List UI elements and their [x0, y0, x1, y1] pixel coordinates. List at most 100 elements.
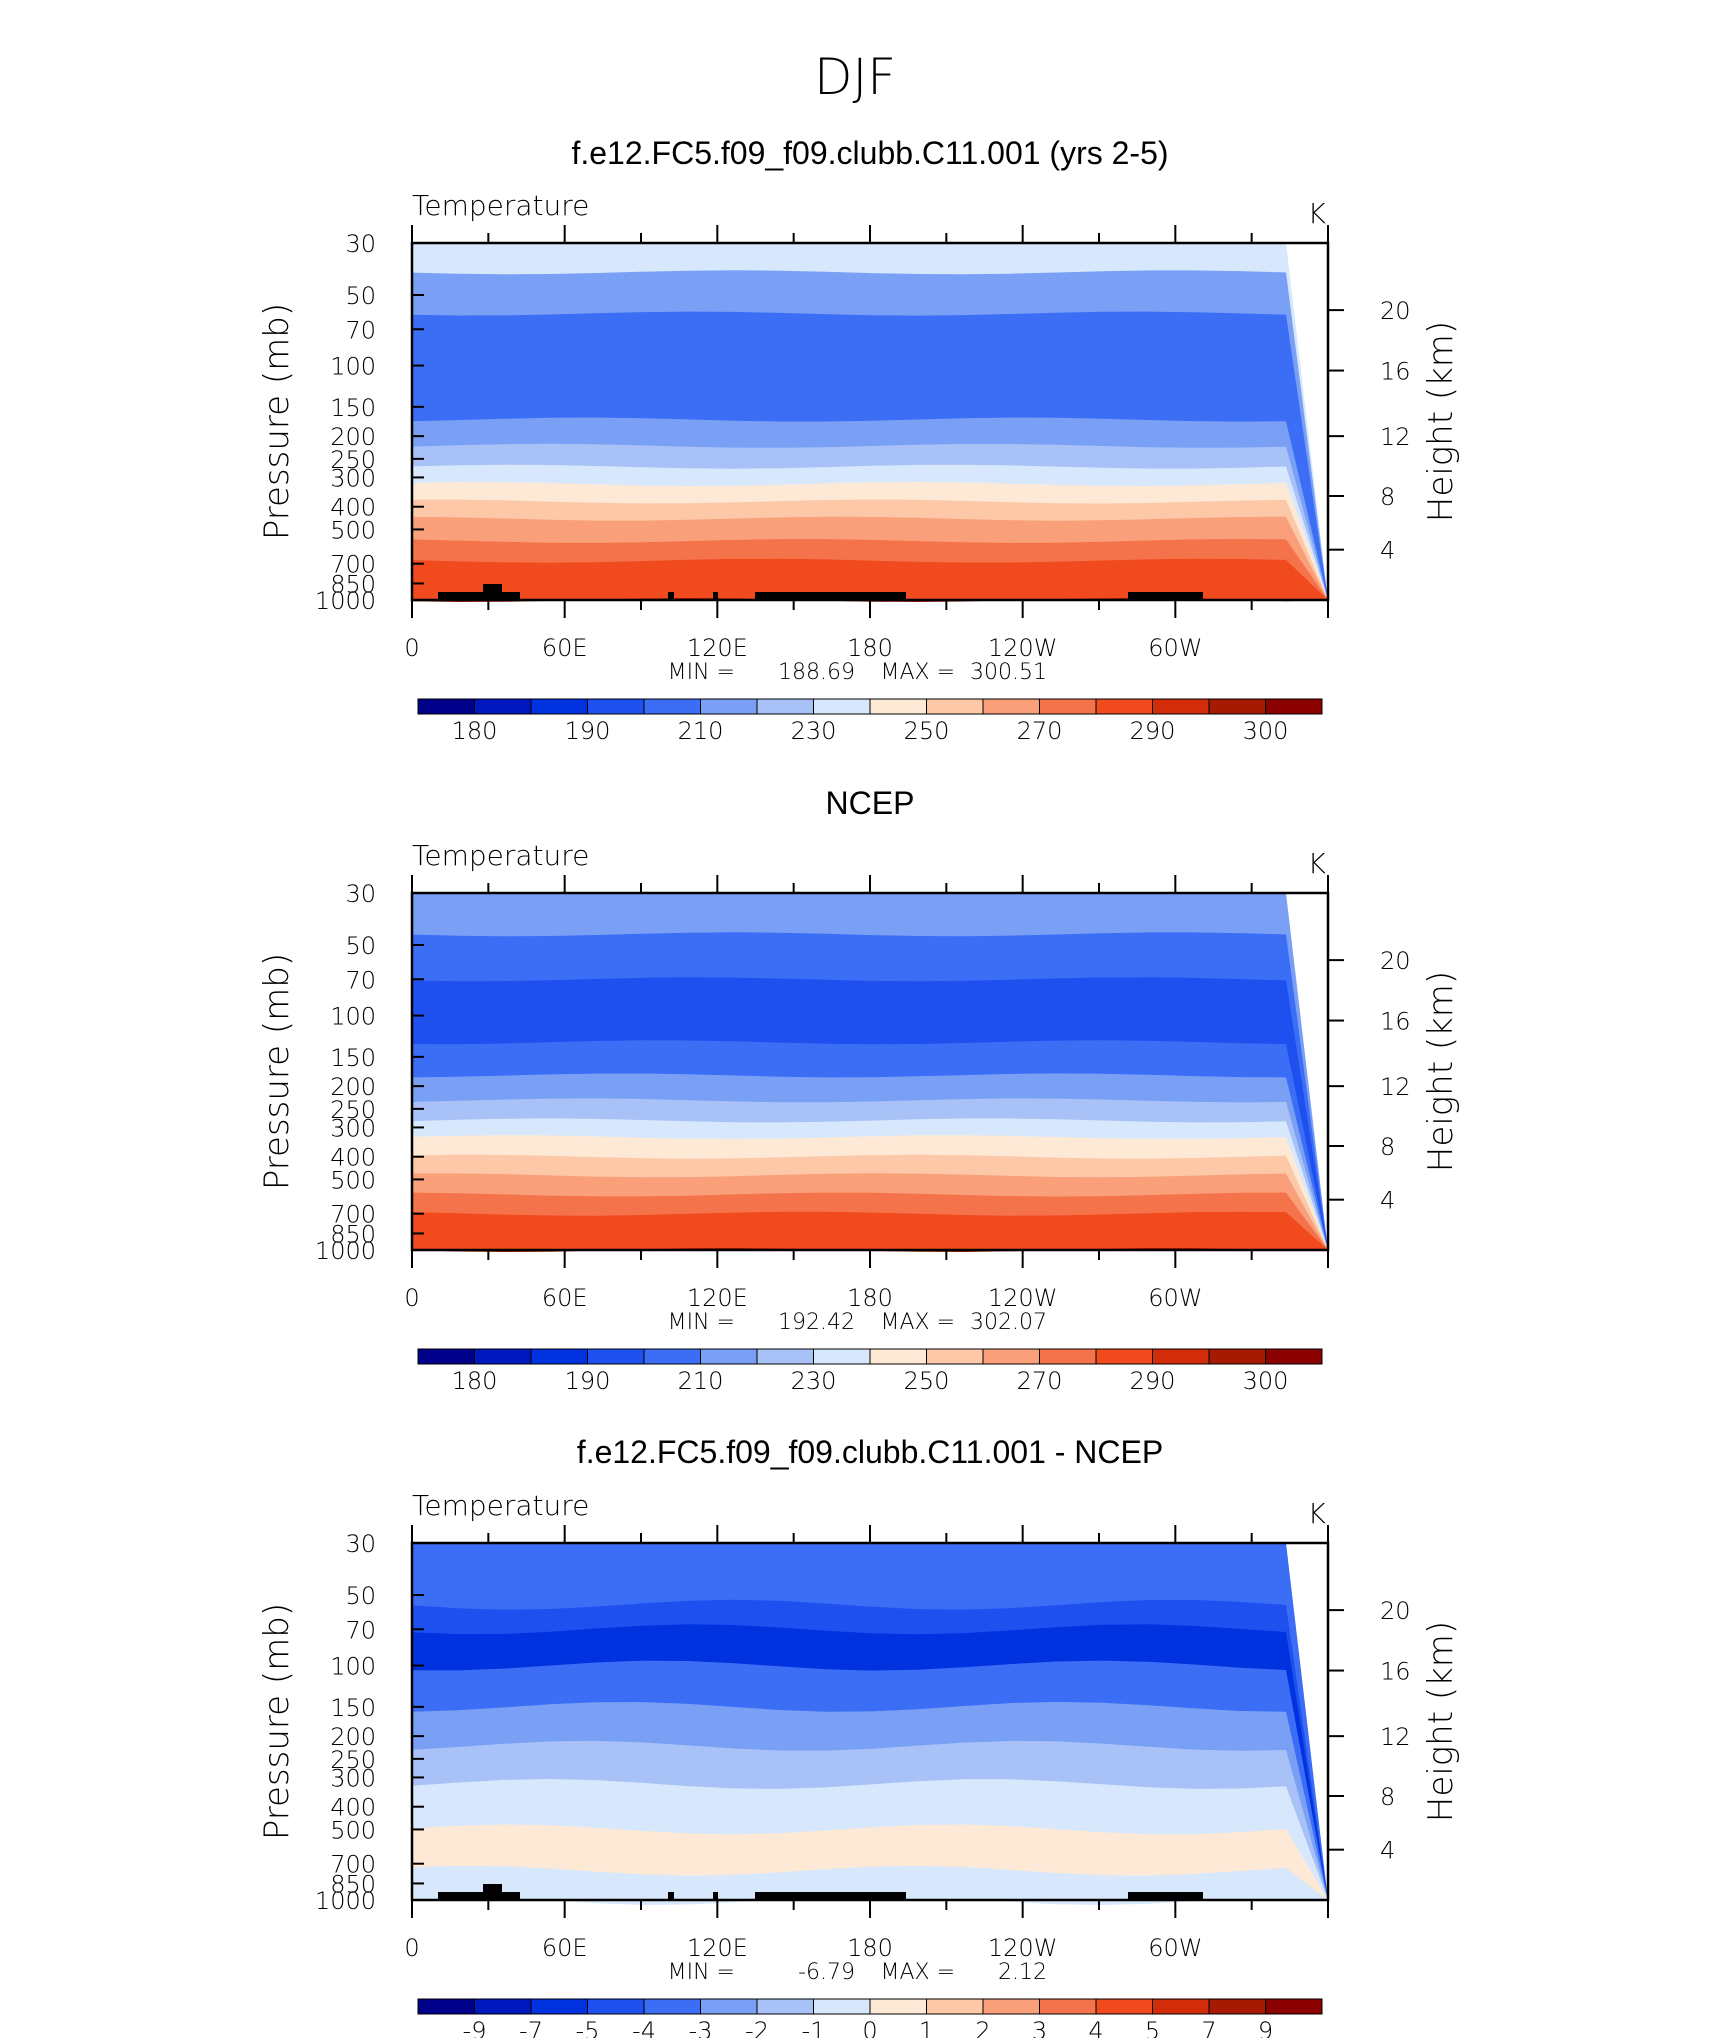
x-tick-label: 180: [847, 1934, 893, 1962]
contour-band: [412, 581, 1328, 600]
colorbar-label: 4: [1088, 2017, 1103, 2038]
colorbar-swatch: [1208, 698, 1266, 715]
colorbar-swatch: [1208, 1998, 1266, 2015]
colorbar-label: 290: [1130, 1367, 1176, 1395]
x-tick-label: 0: [404, 1284, 419, 1312]
colorbar-swatch: [1265, 698, 1323, 715]
y-tick-label: 70: [345, 966, 376, 994]
y-tick-label: 150: [330, 394, 376, 422]
colorbar-swatch: [700, 1348, 758, 1365]
colorbar-label: 190: [565, 1367, 611, 1395]
colorbar-label: 290: [1130, 717, 1176, 745]
y2-tick-label: 12: [1380, 423, 1411, 451]
colorbar-swatch: [587, 698, 645, 715]
y-tick-label: 500: [330, 1166, 376, 1194]
min-value: 188.69: [778, 660, 855, 685]
y-tick-label: 700: [330, 551, 376, 579]
min-value: 192.42: [778, 1310, 855, 1335]
y2-tick-label: 8: [1380, 483, 1395, 511]
colorbar-swatch: [643, 698, 701, 715]
max-value: 2.12: [998, 1960, 1047, 1985]
y-tick-label: 100: [330, 1653, 376, 1681]
y2-tick-label: 16: [1380, 358, 1411, 386]
colorbar-swatch: [1152, 1998, 1210, 2015]
colorbar-swatch: [1152, 1348, 1210, 1365]
x-tick-label: 60W: [1148, 1934, 1202, 1962]
colorbar-swatch: [1095, 1348, 1153, 1365]
colorbar-label: 270: [1017, 717, 1063, 745]
colorbar-swatch: [926, 1998, 984, 2015]
colorbar-label: 180: [452, 1367, 498, 1395]
colorbar-label: 230: [791, 717, 837, 745]
y-tick-label: 400: [330, 494, 376, 522]
panel-title: f.e12.FC5.f09_f09.clubb.C11.001 (yrs 2-5…: [571, 135, 1168, 171]
y-tick-label: 200: [330, 1073, 376, 1101]
y-tick-label: 70: [345, 316, 376, 344]
colorbar-label: 230: [791, 1367, 837, 1395]
chart-panel-1: f.e12.FC5.f09_f09.clubb.C11.001 (yrs 2-5…: [257, 135, 1461, 745]
colorbar-swatch: [700, 1998, 758, 2015]
min-label: MIN =: [668, 1310, 735, 1335]
y-tick-label: 700: [330, 1851, 376, 1879]
colorbar-swatch: [530, 1348, 588, 1365]
y-tick-label: 30: [345, 1530, 376, 1558]
colorbar-swatch: [1095, 1998, 1153, 2015]
topography-mask: [1128, 592, 1203, 600]
y-tick-label: 1000: [315, 1237, 376, 1265]
units-label: K: [1308, 1497, 1327, 1530]
y-tick-label: 400: [330, 1794, 376, 1822]
y2-axis-label: Height (km): [1421, 971, 1461, 1172]
colorbar-label: -2: [745, 2017, 769, 2038]
x-tick-label: 120W: [988, 1934, 1058, 1962]
y-tick-label: 150: [330, 1044, 376, 1072]
colorbar-swatch: [869, 1998, 927, 2015]
colorbar-label: -4: [632, 2017, 656, 2038]
topography-mask: [668, 592, 674, 600]
variable-label: Temperature: [412, 189, 589, 222]
min-label: MIN =: [668, 660, 735, 685]
y-tick-label: 150: [330, 1694, 376, 1722]
y-tick-label: 200: [330, 423, 376, 451]
colorbar-label: 210: [678, 717, 724, 745]
colorbar-label: 190: [565, 717, 611, 745]
colorbar-label: 1: [919, 2017, 934, 2038]
colorbar-swatch: [700, 698, 758, 715]
units-label: K: [1308, 847, 1327, 880]
chart-panel-2: NCEP Temperature K 0 60E 120E 180 120W 60W 30 50 70…: [257, 785, 1461, 1395]
colorbar-label: -1: [802, 2017, 826, 2038]
y-tick-label: 250: [330, 446, 376, 474]
topography-mask: [438, 1892, 494, 1900]
contour-band: [412, 1231, 1328, 1250]
colorbar-swatch: [926, 698, 984, 715]
colorbar-swatch: [474, 1998, 532, 2015]
colorbar-swatch: [474, 1348, 532, 1365]
colorbar-swatch: [813, 1348, 871, 1365]
panel-title: f.e12.FC5.f09_f09.clubb.C11.001 - NCEP: [577, 1434, 1163, 1470]
units-label: K: [1308, 197, 1327, 230]
chart-panel-3: f.e12.FC5.f09_f09.clubb.C11.001 - NCEP Te…: [257, 1434, 1461, 2038]
topography-mask: [668, 1892, 674, 1900]
y-tick-label: 300: [330, 1764, 376, 1792]
colorbar-swatch: [587, 1348, 645, 1365]
max-label: MAX =: [880, 660, 955, 685]
max-value: 302.07: [970, 1310, 1047, 1335]
x-tick-label: 60W: [1148, 1284, 1202, 1312]
y-tick-label: 250: [330, 1746, 376, 1774]
colorbar-swatch: [530, 1998, 588, 2015]
y-tick-label: 700: [330, 1201, 376, 1229]
y2-tick-label: 8: [1380, 1783, 1395, 1811]
colorbar-swatch: [756, 698, 814, 715]
variable-label: Temperature: [412, 1489, 589, 1522]
y-tick-label: 70: [345, 1616, 376, 1644]
max-label: MAX =: [880, 1960, 955, 1985]
colorbar-label: 3: [1032, 2017, 1047, 2038]
colorbar-swatch: [643, 1998, 701, 2015]
panel-title: NCEP: [826, 785, 915, 821]
colorbar-label: 250: [904, 717, 950, 745]
colorbar-label: 250: [904, 1367, 950, 1395]
topography-mask: [1128, 1892, 1203, 1900]
y2-tick-label: 16: [1380, 1008, 1411, 1036]
y-tick-label: 30: [345, 230, 376, 258]
colorbar-swatch: [1265, 1998, 1323, 2015]
